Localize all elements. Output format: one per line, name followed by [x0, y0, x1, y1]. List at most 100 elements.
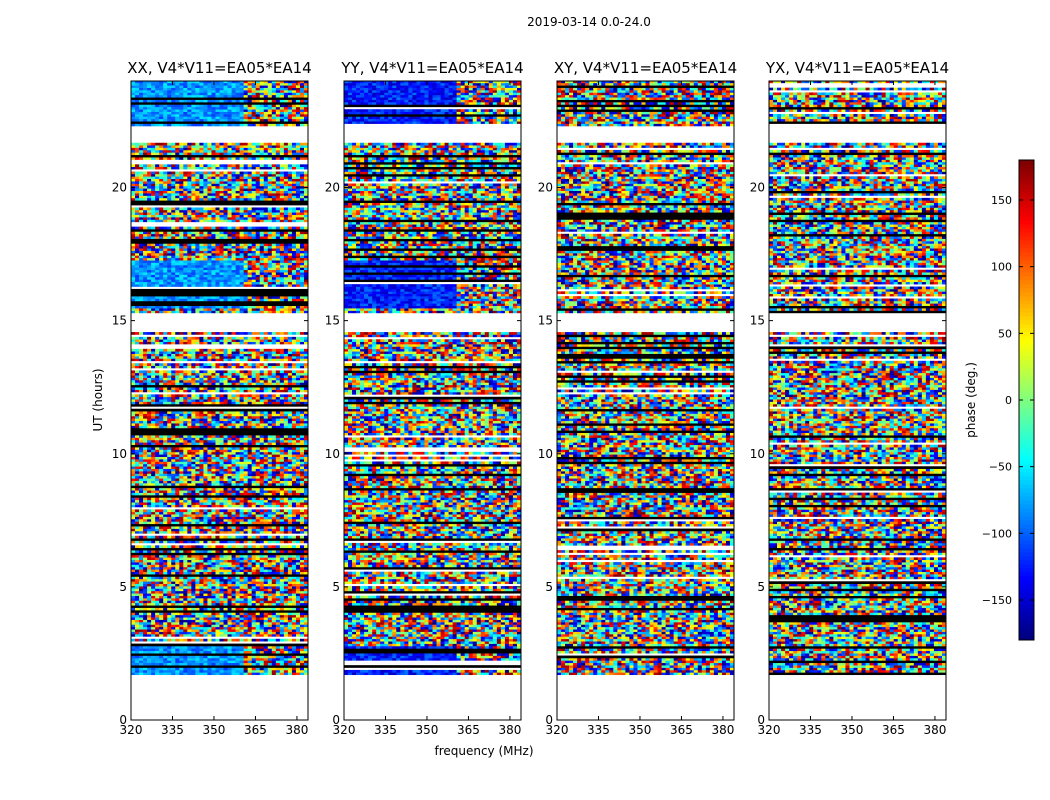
- colorbar-step: [1019, 396, 1034, 401]
- colorbar-step: [1019, 364, 1034, 369]
- colorbar-step: [1019, 544, 1034, 549]
- plot-frame: [556, 80, 735, 721]
- colorbar-step: [1019, 208, 1034, 213]
- colorbar-step: [1019, 388, 1034, 393]
- colorbar-step: [1019, 456, 1034, 461]
- panel-title: XX, V4*V11=EA05*EA14: [127, 59, 311, 77]
- colorbar-step: [1019, 588, 1034, 593]
- colorbar-step: [1019, 216, 1034, 221]
- colorbar-step: [1019, 556, 1034, 561]
- x-tick-label: 320: [758, 723, 781, 737]
- colorbar-step: [1019, 432, 1034, 437]
- colorbar-step: [1019, 516, 1034, 521]
- colorbar-step: [1019, 580, 1034, 585]
- colorbar-step: [1019, 444, 1034, 449]
- colorbar-step: [1019, 228, 1034, 233]
- colorbar-step: [1019, 508, 1034, 513]
- colorbar-step: [1019, 460, 1034, 465]
- x-tick-label: 380: [923, 723, 946, 737]
- colorbar-step: [1019, 292, 1034, 297]
- colorbar-step: [1019, 616, 1034, 621]
- y-tick-label: 0: [332, 713, 340, 727]
- x-tick-label: 380: [498, 723, 521, 737]
- colorbar-step: [1019, 308, 1034, 313]
- colorbar-step: [1019, 196, 1034, 201]
- colorbar-step: [1019, 584, 1034, 589]
- colorbar-step: [1019, 452, 1034, 457]
- x-tick-label: 350: [203, 723, 226, 737]
- colorbar-step: [1019, 436, 1034, 441]
- colorbar-tick-label: 0: [1005, 394, 1012, 407]
- colorbar-step: [1019, 492, 1034, 497]
- y-tick-label: 10: [538, 447, 553, 461]
- colorbar-step: [1019, 632, 1034, 637]
- colorbar-tick-label: −150: [982, 594, 1012, 607]
- colorbar-step: [1019, 604, 1034, 609]
- colorbar-step: [1019, 612, 1034, 617]
- colorbar-step: [1019, 392, 1034, 397]
- x-tick-label: 335: [799, 723, 822, 737]
- colorbar-step: [1019, 176, 1034, 181]
- colorbar-step: [1019, 596, 1034, 601]
- x-tick-label: 365: [670, 723, 693, 737]
- chart-suptitle: 2019-03-14 0.0-24.0: [527, 15, 651, 29]
- y-tick-label: 20: [325, 181, 340, 195]
- x-tick-label: 350: [841, 723, 864, 737]
- colorbar-step: [1019, 496, 1034, 501]
- colorbar-step: [1019, 328, 1034, 333]
- colorbar-step: [1019, 252, 1034, 257]
- phase-cells: [557, 81, 735, 676]
- colorbar-step: [1019, 304, 1034, 309]
- colorbar-step: [1019, 172, 1034, 177]
- plot-frame: [130, 80, 309, 721]
- y-tick-label: 5: [757, 580, 765, 594]
- colorbar-step: [1019, 280, 1034, 285]
- colorbar-step: [1019, 256, 1034, 261]
- colorbar-step: [1019, 288, 1034, 293]
- x-tick-label: 365: [244, 723, 267, 737]
- colorbar-step: [1019, 188, 1034, 193]
- colorbar-step: [1019, 380, 1034, 385]
- x-tick-label: 320: [333, 723, 356, 737]
- colorbar-step: [1019, 572, 1034, 577]
- colorbar-step: [1019, 620, 1034, 625]
- y-tick-label: 10: [750, 447, 765, 461]
- plot-frame: [343, 80, 522, 721]
- colorbar-step: [1019, 160, 1034, 165]
- colorbar-step: [1019, 336, 1034, 341]
- colorbar-step: [1019, 352, 1034, 357]
- colorbar-step: [1019, 368, 1034, 373]
- y-tick-label: 5: [545, 580, 553, 594]
- colorbar-step: [1019, 164, 1034, 169]
- colorbar-step: [1019, 484, 1034, 489]
- colorbar-step: [1019, 524, 1034, 529]
- colorbar-step: [1019, 248, 1034, 253]
- y-tick-label: 15: [112, 314, 127, 328]
- colorbar-step: [1019, 300, 1034, 305]
- colorbar-step: [1019, 548, 1034, 553]
- phase-cells: [769, 81, 947, 676]
- colorbar-step: [1019, 400, 1034, 405]
- colorbar-step: [1019, 264, 1034, 269]
- colorbar-tick-label: 150: [991, 194, 1012, 207]
- colorbar-step: [1019, 504, 1034, 509]
- x-tick-label: 350: [629, 723, 652, 737]
- colorbar-tick-label: −50: [989, 461, 1012, 474]
- colorbar-step: [1019, 296, 1034, 301]
- y-tick-label: 0: [545, 713, 553, 727]
- colorbar-step: [1019, 536, 1034, 541]
- colorbar-step: [1019, 316, 1034, 321]
- colorbar-step: [1019, 568, 1034, 573]
- colorbar-step: [1019, 468, 1034, 473]
- colorbar-step: [1019, 192, 1034, 197]
- x-tick-label: 365: [882, 723, 905, 737]
- colorbar-step: [1019, 220, 1034, 225]
- colorbar-step: [1019, 404, 1034, 409]
- y-tick-label: 20: [750, 181, 765, 195]
- x-tick-label: 380: [285, 723, 308, 737]
- colorbar-step: [1019, 212, 1034, 217]
- y-axis-label: UT (hours): [91, 368, 105, 431]
- colorbar-step: [1019, 448, 1034, 453]
- x-tick-label: 335: [587, 723, 610, 737]
